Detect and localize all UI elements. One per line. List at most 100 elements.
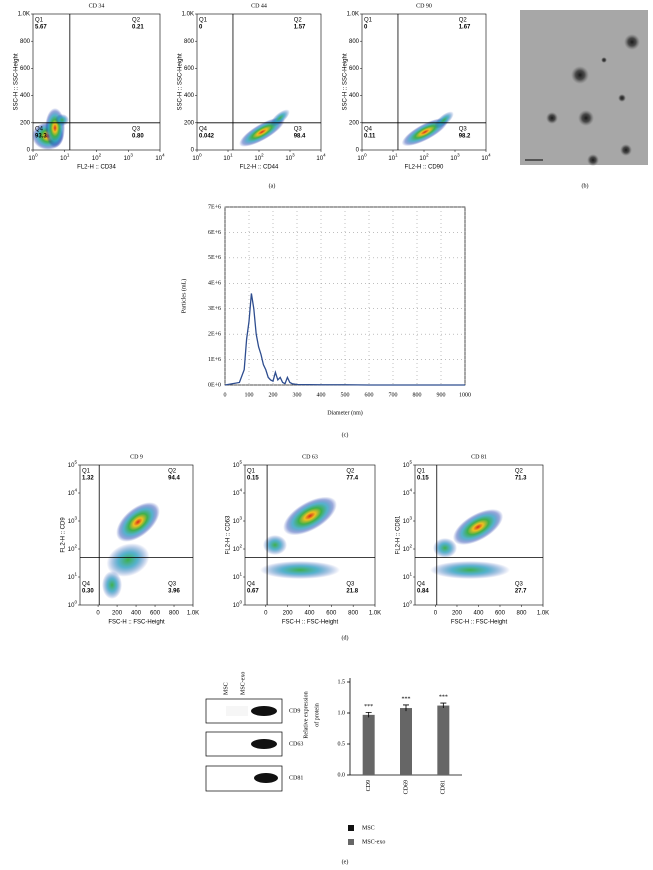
x-tick-label: 1000 xyxy=(459,392,471,398)
x-tick-label: 0 xyxy=(264,611,268,617)
tick-exponent: 3 xyxy=(457,153,460,158)
x-tick-label: 400 xyxy=(304,611,315,617)
x-tick-label: 100 xyxy=(357,153,367,162)
tick-base: 10 xyxy=(403,491,410,497)
x-tick-label: 0 xyxy=(96,611,100,617)
y-tick-label: 1.0 xyxy=(338,710,346,716)
panel-label: (a) xyxy=(269,182,276,189)
plot-title: CD 34 xyxy=(89,3,105,9)
panel-label: (c) xyxy=(342,431,349,438)
tick-base: 10 xyxy=(60,156,67,162)
y-tick-label: 101 xyxy=(403,572,413,581)
tick-base: 10 xyxy=(316,156,323,162)
tick-exponent: 4 xyxy=(74,488,77,493)
tick-exponent: 1 xyxy=(409,572,412,577)
quadrant-name: Q1 xyxy=(35,18,44,24)
y-tick-label: 800 xyxy=(349,39,360,45)
density-cloud xyxy=(433,538,457,558)
legend-label: MSC-exo xyxy=(362,839,385,845)
y-tick-label: 102 xyxy=(233,544,243,553)
quadrant-value: 0.15 xyxy=(417,476,429,482)
band-label: CD81 xyxy=(289,775,303,781)
quadrant-name: Q3 xyxy=(459,126,468,132)
y-tick-label: 105 xyxy=(233,460,243,469)
tick-exponent: 4 xyxy=(409,488,412,493)
x-tick-label: 103 xyxy=(450,153,460,162)
tick-exponent: 2 xyxy=(99,153,102,158)
x-tick-label: 100 xyxy=(245,392,254,398)
y-tick-label: 0 xyxy=(191,148,195,154)
legend-swatch xyxy=(348,839,354,845)
x-tick-label: 101 xyxy=(60,153,70,162)
tick-exponent: 3 xyxy=(409,516,412,521)
x-tick-label: 300 xyxy=(293,392,302,398)
quadrant-name: Q4 xyxy=(417,582,426,588)
tick-base: 10 xyxy=(68,491,75,497)
y-tick-label: 101 xyxy=(233,572,243,581)
quadrant-value: 27.7 xyxy=(515,589,527,595)
x-tick-label: 102 xyxy=(92,153,102,162)
quadrant-value: 0.15 xyxy=(247,476,259,482)
x-tick-label: 600 xyxy=(495,611,506,617)
tick-base: 10 xyxy=(450,156,457,162)
y-tick-label: 1.0K xyxy=(347,12,359,18)
tick-exponent: 4 xyxy=(323,153,326,158)
x-tick-label: 400 xyxy=(131,611,142,617)
tick-base: 10 xyxy=(124,156,131,162)
x-tick-label: 700 xyxy=(389,392,398,398)
tick-base: 10 xyxy=(192,156,199,162)
tick-exponent: 0 xyxy=(199,153,202,158)
tick-base: 10 xyxy=(68,603,75,609)
tick-exponent: 4 xyxy=(488,153,491,158)
y-tick-label: 0.0 xyxy=(338,772,346,778)
x-tick-label: 600 xyxy=(150,611,161,617)
y-tick-label: 600 xyxy=(349,66,360,72)
quadrant-value: 0.67 xyxy=(247,589,259,595)
x-tick-label: 104 xyxy=(316,153,326,162)
x-tick-label: 400 xyxy=(473,611,484,617)
tick-exponent: 2 xyxy=(74,544,77,549)
x-axis-label: FL2-H :: CD90 xyxy=(405,165,444,171)
density-cloud xyxy=(116,502,160,542)
quadrant-name: Q4 xyxy=(364,126,373,132)
y-tick-label: 105 xyxy=(68,460,78,469)
x-tick-label: 200 xyxy=(269,392,278,398)
y-tick-label: 0 xyxy=(356,148,360,154)
x-tick-label: 103 xyxy=(124,153,134,162)
tick-base: 10 xyxy=(233,603,240,609)
quadrant-value: 98.2 xyxy=(459,133,471,139)
tick-exponent: 1 xyxy=(230,153,233,158)
error-bar xyxy=(440,702,447,709)
tick-base: 10 xyxy=(233,547,240,553)
x-tick-label: 200 xyxy=(112,611,123,617)
x-tick-label: 800 xyxy=(413,392,422,398)
plot-frame xyxy=(244,464,376,606)
quadrant-value: 71.3 xyxy=(515,476,527,482)
significance: *** xyxy=(439,694,448,700)
x-tick-label: 104 xyxy=(481,153,491,162)
y-axis-label: FL2-H :: CD9 xyxy=(61,517,67,553)
quadrant-value: 1.32 xyxy=(82,476,94,482)
y-axis-label: SSC-H :: SSC-Height xyxy=(178,53,184,110)
density-cloud xyxy=(270,109,290,127)
y-tick-label: 104 xyxy=(68,488,78,497)
y-tick-label: 103 xyxy=(403,516,413,525)
quadrant-value: 3.96 xyxy=(168,589,180,595)
density-cloud xyxy=(260,561,340,579)
x-tick-label: 104 xyxy=(155,153,165,162)
y-tick-label: 103 xyxy=(233,516,243,525)
density-cloud xyxy=(434,111,454,129)
y-tick-label: 400 xyxy=(349,93,360,99)
x-tick-label: 101 xyxy=(388,153,398,162)
x-tick-label: 1.0K xyxy=(369,611,381,617)
tick-base: 10 xyxy=(419,156,426,162)
tick-exponent: 4 xyxy=(239,488,242,493)
tick-base: 10 xyxy=(233,463,240,469)
quadrant-name: Q2 xyxy=(294,18,303,24)
tick-base: 10 xyxy=(403,519,410,525)
x-tick-label: 200 xyxy=(283,611,294,617)
tick-base: 10 xyxy=(357,156,364,162)
y-tick-label: 800 xyxy=(20,39,31,45)
legend-swatch xyxy=(348,825,354,831)
